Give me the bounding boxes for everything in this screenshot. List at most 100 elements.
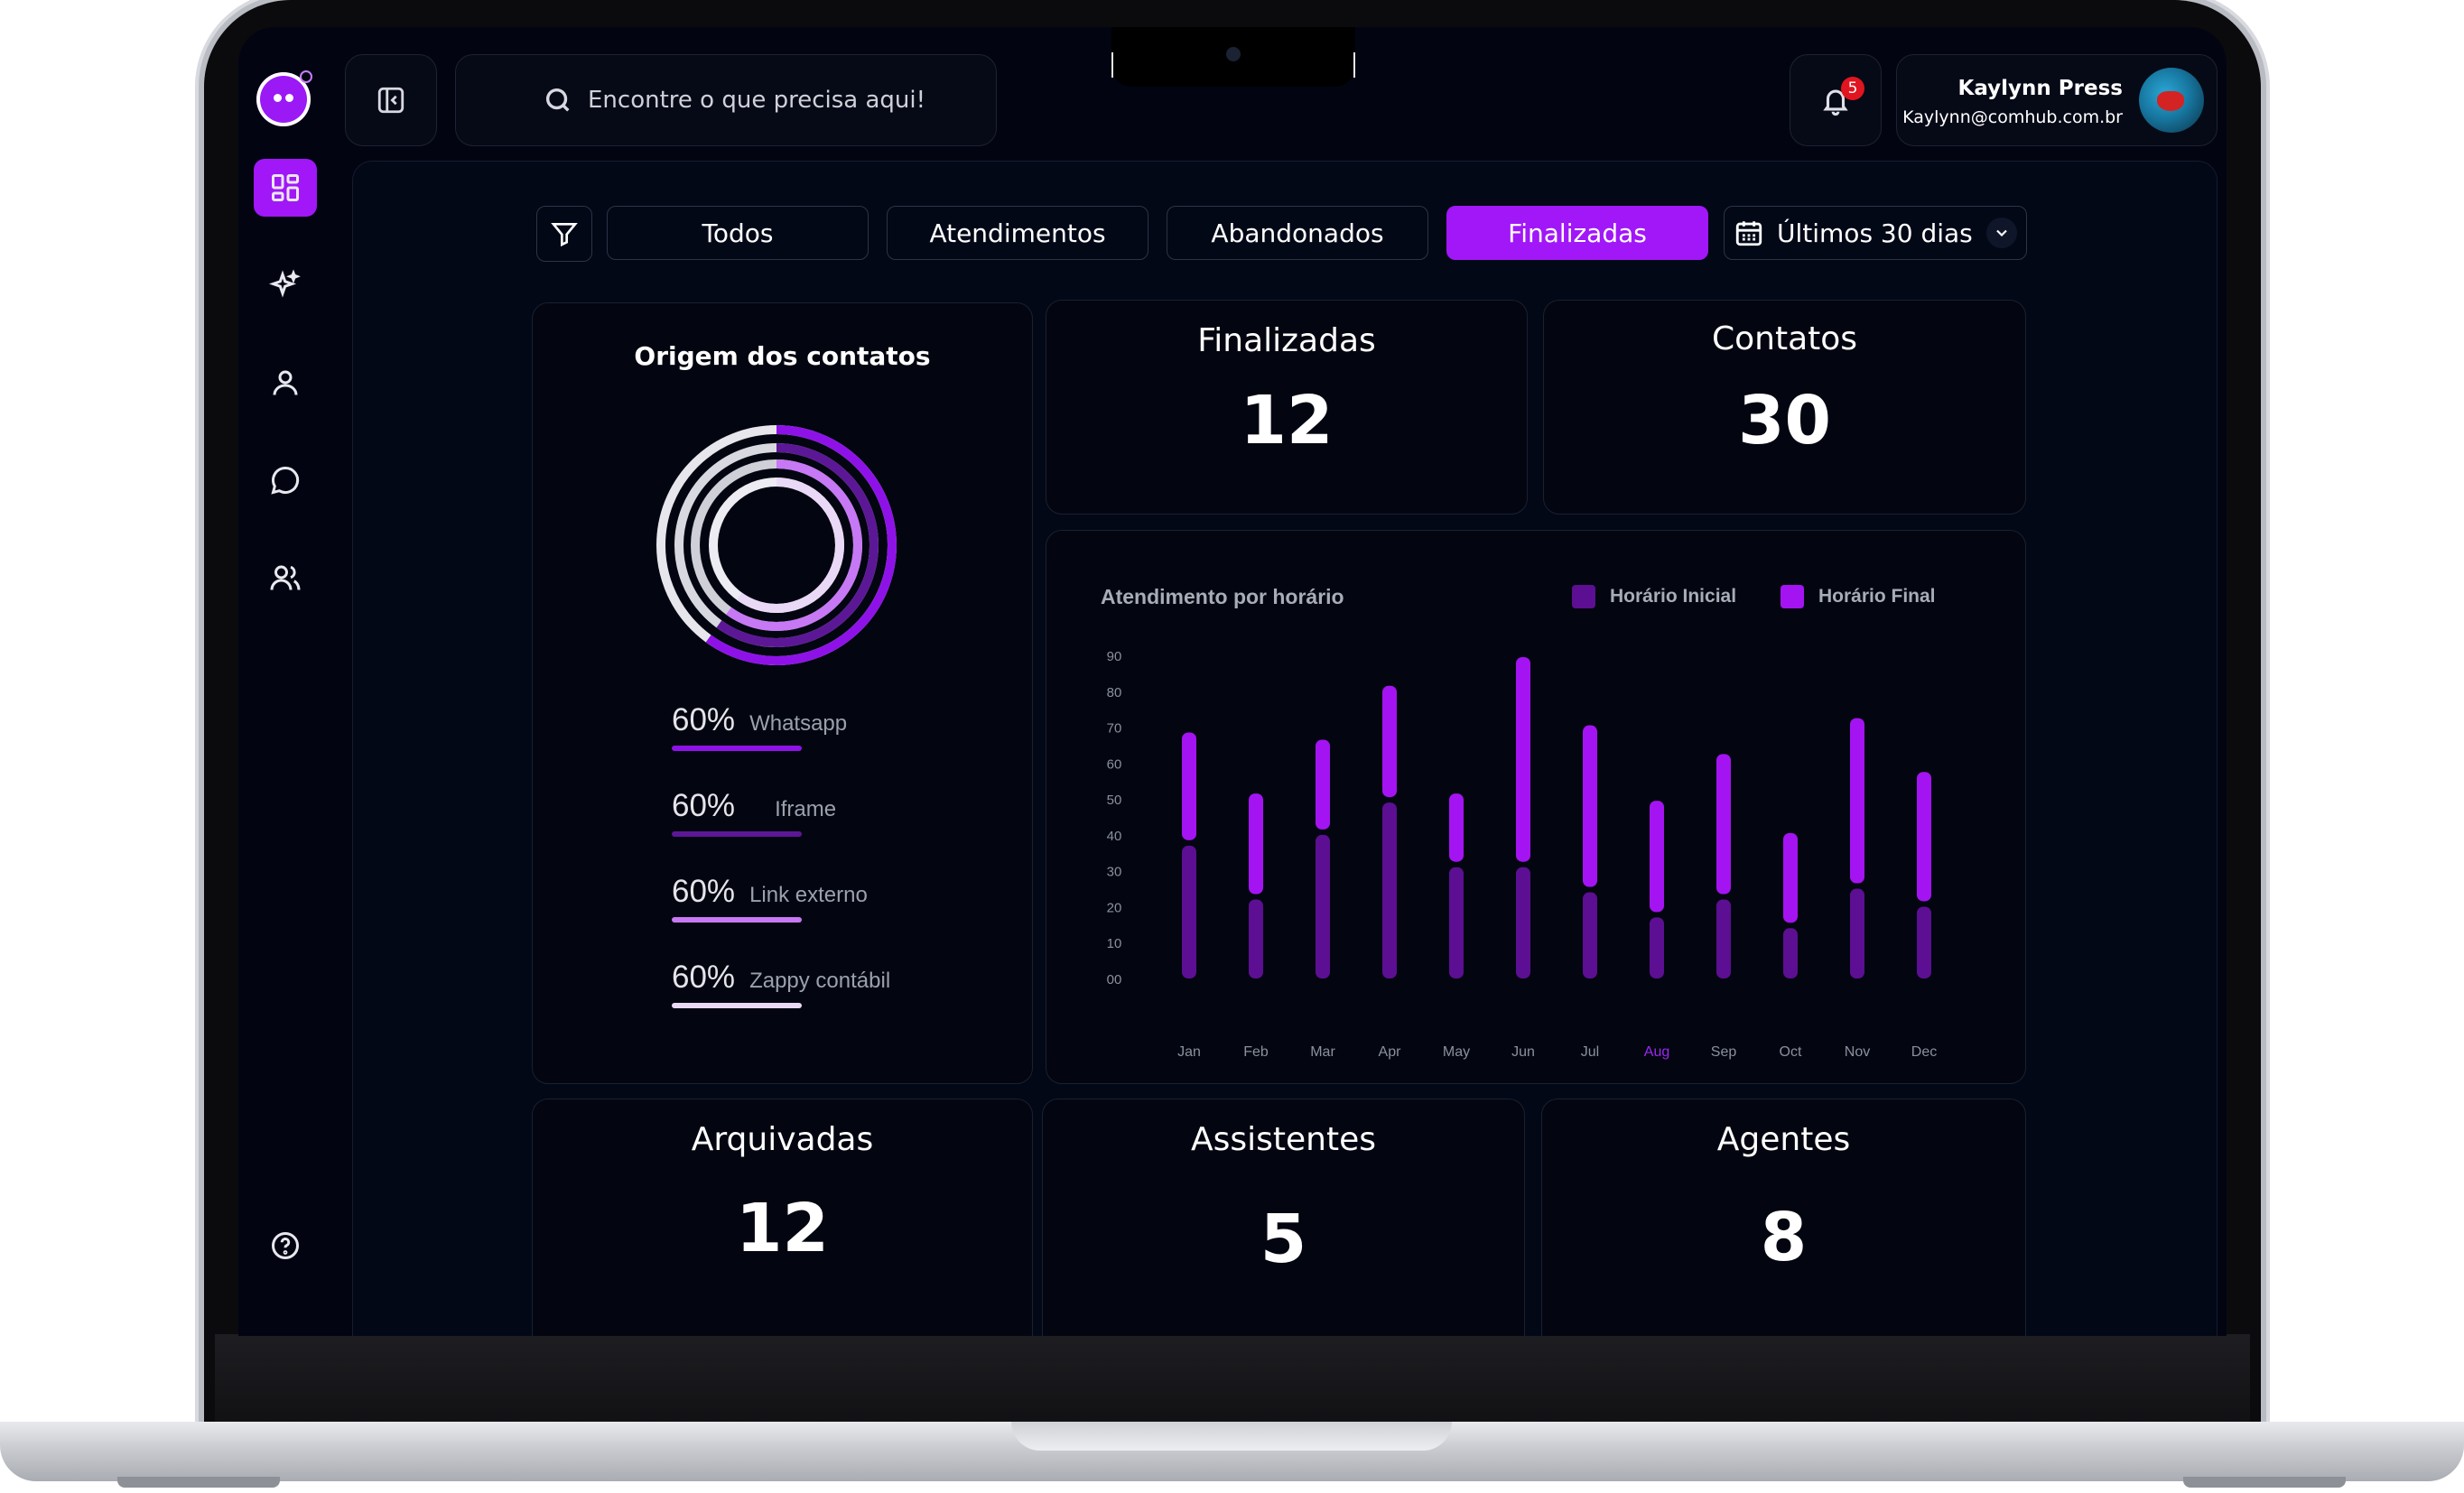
search-input[interactable] [586,86,933,115]
screen: 5 Kaylynn Press Kaylynn@comhub.com.br To… [238,27,2227,1336]
calendar-icon [1735,221,1762,246]
user-profile-card[interactable]: Kaylynn Press Kaylynn@comhub.com.br [1896,54,2218,146]
legend-swatch [1572,585,1595,608]
date-range-value: Últimos 30 dias [1777,218,1973,248]
x-tick-label: Apr [1379,1044,1402,1060]
bar-final-mar [1316,739,1330,830]
donut-arc-whatsapp [656,425,897,665]
stat-title: Agentes [1716,1121,1851,1158]
stat-title: Contatos [1711,320,1858,357]
filter-chip-atendimentos[interactable]: Atendimentos [887,206,1148,260]
bar-inicial-jan [1182,845,1196,978]
laptop-foot-left [117,1477,280,1488]
notification-count-badge: 5 [1841,77,1864,100]
x-tick-label: Dec [1911,1044,1937,1060]
bar-inicial-oct [1783,928,1798,978]
bar-inicial-feb [1249,899,1263,978]
bar-final-may [1449,793,1464,862]
filter-chip-finalizadas[interactable]: Finalizadas [1446,206,1708,260]
y-tick-label: 50 [1107,793,1122,808]
chevron-down-icon [1996,229,2007,237]
bar-final-apr [1382,685,1397,798]
search-bar[interactable] [455,54,997,146]
bar-final-oct [1783,832,1798,923]
bar-final-jan [1182,732,1196,840]
laptop-foot-right [2183,1477,2346,1488]
bell-icon [1823,89,1848,116]
y-tick-label: 40 [1107,829,1122,844]
y-tick-label: 30 [1107,865,1122,880]
filter-chip-todos[interactable]: Todos [607,206,869,260]
stat-title: Finalizadas [1197,322,1376,359]
bar-inicial-apr [1382,802,1397,978]
nav-chats[interactable] [254,451,317,509]
filter-chip-abandonados[interactable]: Abandonados [1167,206,1428,260]
assistentes-card: Assistentes 5 [1042,1099,1525,1336]
filter-icon [551,223,578,247]
contatos-card: Contatos 30 [1543,300,2026,515]
legend-label: Horário Final [1818,586,1936,607]
bar-chart: 00 10 20 30 40 50 60 70 80 90 Jan Feb Mar Apr May Jun Ju… [1107,649,1938,1060]
stat-value: 30 [1738,382,1831,459]
bar-inicial-jun [1516,867,1530,978]
legend-bar [672,1003,802,1008]
bar-final-dec [1917,772,1931,902]
x-tick-label: Jul [1581,1044,1599,1060]
nav-teams[interactable] [254,549,317,607]
legend-bar [672,831,802,837]
nav-ai-assistant[interactable] [254,256,317,314]
bar-final-nov [1850,718,1864,884]
legend-bar [672,746,802,751]
legend-label: Zappy contábil [749,969,891,993]
arquivadas-card: Arquivadas 12 [532,1099,1033,1336]
x-tick-label: Aug [1644,1044,1669,1060]
logo-status-dot [300,70,312,83]
donut-arc-zappy-cont-bil [709,478,844,613]
chart-title: Atendimento por horário [1101,585,1344,608]
legend-swatch [1781,585,1804,608]
chart-legend-final: Horário Final [1781,585,1936,608]
y-tick-label: 60 [1107,756,1122,772]
nav-dashboard[interactable] [254,159,317,217]
bar-inicial-dec [1917,906,1931,978]
origem-title: Origem dos contatos [634,341,931,371]
bar-inicial-jul [1583,892,1597,978]
x-tick-label: Oct [1780,1044,1802,1060]
bar-inicial-aug [1650,917,1664,978]
bar-final-sep [1716,754,1731,895]
chat-bubble-icon [271,466,300,495]
legend-label: Iframe [775,797,837,821]
bar-inicial-sep [1716,899,1731,978]
legend-bar [672,917,802,923]
bar-inicial-may [1449,867,1464,978]
stat-value: 5 [1260,1201,1307,1278]
notch-edge-right [1353,52,1355,78]
camera-notch [1111,27,1355,87]
notifications-button[interactable]: 5 [1790,54,1882,146]
avatar[interactable] [2139,68,2204,133]
legend-label: Link externo [749,883,868,907]
donut-arc-link-externo [691,459,862,631]
x-tick-label: Mar [1310,1044,1335,1060]
bar-inicial-nov [1850,888,1864,978]
sidebar-toggle-button[interactable] [345,54,437,146]
sidebar [238,27,347,1336]
filter-button[interactable] [536,206,592,262]
user-icon [273,370,298,395]
bar-final-feb [1249,793,1263,895]
y-tick-label: 90 [1107,649,1122,664]
legend-item-iframe: 60% Iframe [672,788,837,837]
nav-help[interactable] [254,1217,317,1275]
panel-collapse-icon [377,87,404,114]
nav-contacts[interactable] [254,354,317,412]
dropdown-toggle[interactable] [1986,218,2017,248]
legend-item-zappy-contabil: 60% Zappy contábil [672,960,891,1008]
origem-contatos-card: Origem dos contatos 60% Whatsapp 60% Ifram… [532,302,1033,1084]
x-tick-label: May [1443,1044,1470,1060]
donut-arc-iframe [674,443,879,647]
search-icon [545,88,570,112]
legend-item-whatsapp: 60% Whatsapp [672,702,847,751]
date-range-select[interactable]: Últimos 30 dias [1724,206,2027,260]
y-tick-label: 80 [1107,685,1122,700]
stat-value: 12 [736,1190,829,1267]
